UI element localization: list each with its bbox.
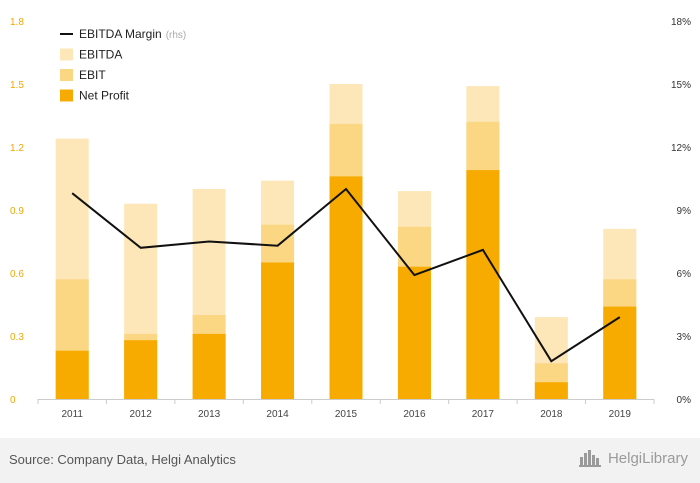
bar-net-profit (329, 176, 363, 399)
bar-net-profit (192, 333, 226, 399)
x-axis-tick-label: 2013 (198, 409, 221, 420)
brand-name: HelgiLibrary (607, 449, 688, 467)
bar-net-profit (55, 350, 89, 399)
left-axis-tick-label: 1.2 (10, 143, 24, 154)
left-axis-tick-label: 0.9 (10, 206, 24, 217)
line-ebitda-margin (71, 187, 621, 363)
legend-box-swatch (60, 48, 73, 61)
legend-label: Net Profit (79, 89, 130, 103)
x-axis-tick-label: 2011 (61, 409, 83, 420)
right-axis-tick-label: 18% (671, 17, 691, 28)
legend-label: EBIT (79, 68, 106, 82)
right-axis-tick-label: 3% (677, 332, 692, 343)
bar-net-profit (534, 382, 568, 399)
brand-logo[interactable]: HelgiLibrary (578, 449, 688, 467)
right-axis-tick-label: 0% (677, 395, 692, 406)
right-axis-tick-label: 9% (677, 206, 692, 217)
right-axis-tick-label: 6% (677, 269, 692, 280)
x-axis-tick-label: 2019 (609, 409, 632, 420)
legend-box-swatch (60, 89, 73, 102)
bar-net-profit (603, 306, 637, 399)
left-axis-tick-label: 0 (10, 395, 16, 406)
legend-box-swatch (60, 69, 73, 81)
x-axis-tick-label: 2015 (335, 409, 358, 420)
bar-net-profit (397, 266, 431, 399)
right-axis-tick-label: 12% (671, 143, 691, 154)
x-axis-tick-label: 2017 (472, 409, 495, 420)
x-axis-tick-label: 2018 (540, 409, 563, 420)
legend-suffix: (rhs) (166, 30, 187, 41)
x-axis-tick-label: 2014 (266, 409, 289, 420)
bar-net-profit (261, 262, 295, 399)
bar-net-profit (124, 340, 158, 399)
city-skyline-icon (578, 450, 601, 467)
legend-label: EBITDA (79, 48, 122, 62)
left-axis-tick-label: 0.6 (10, 269, 24, 280)
x-axis-tick-label: 2012 (130, 409, 153, 420)
right-axis-tick-label: 15% (671, 80, 691, 91)
left-axis-tick-label: 1.8 (10, 17, 24, 28)
left-axis-tick-label: 0.3 (10, 332, 24, 343)
bar-net-profit (466, 170, 500, 399)
x-axis-tick-label: 2016 (403, 409, 426, 420)
left-axis-tick-label: 1.5 (10, 80, 24, 91)
chart-svg: 0 0.3 0.6 0.9 1.2 1.5 1.8 0% 3% 6% 9% 12% 15% 18% 2011… (10, 17, 692, 420)
footer: Source: Company Data, Helgi Analytics He… (0, 438, 700, 483)
source-note: Source: Company Data, Helgi Analytics (9, 452, 236, 467)
legend-label: EBITDA Margin (rhs) (79, 27, 186, 41)
